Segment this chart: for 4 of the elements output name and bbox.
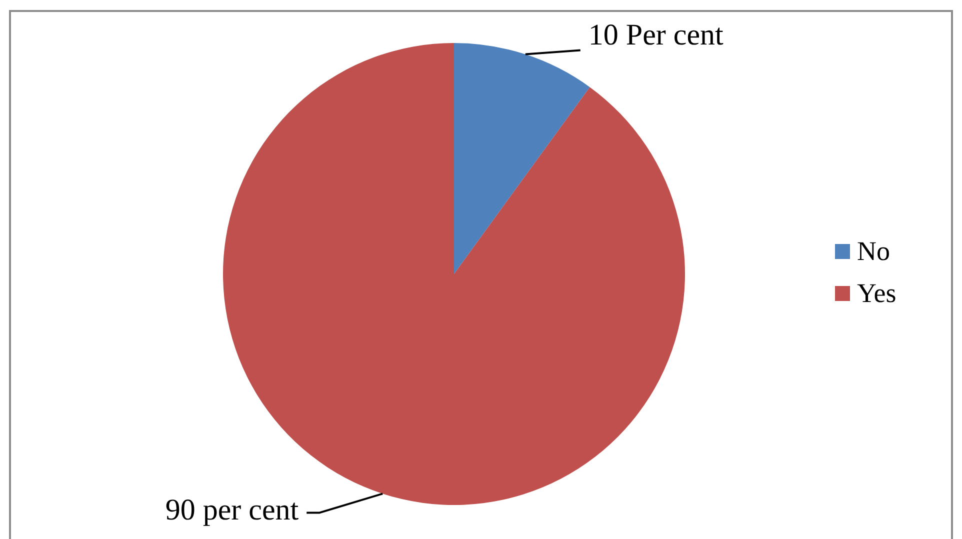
legend-label: No [857,236,890,266]
legend-label: Yes [857,278,896,308]
data-label: 10 Per cent [588,18,724,52]
data-label: 90 per cent [165,494,300,527]
